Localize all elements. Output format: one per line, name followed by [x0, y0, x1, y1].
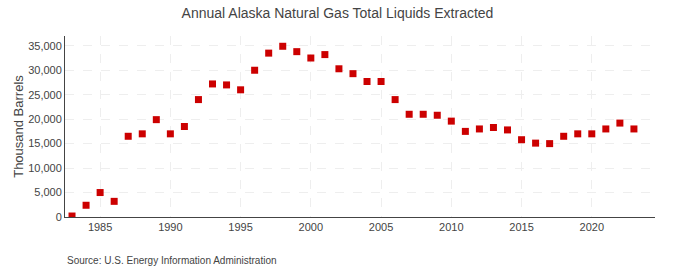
svg-text:2000: 2000 [299, 221, 323, 233]
svg-text:35,000: 35,000 [28, 40, 62, 52]
svg-text:10,000: 10,000 [28, 162, 62, 174]
svg-text:0: 0 [56, 211, 62, 223]
svg-text:5,000: 5,000 [34, 186, 62, 198]
svg-text:1995: 1995 [228, 221, 252, 233]
svg-text:Annual Alaska Natural Gas Tota: Annual Alaska Natural Gas Total Liquids … [182, 5, 494, 21]
svg-text:1990: 1990 [158, 221, 182, 233]
svg-text:30,000: 30,000 [28, 64, 62, 76]
svg-text:2020: 2020 [580, 221, 604, 233]
svg-text:2005: 2005 [369, 221, 393, 233]
svg-text:15,000: 15,000 [28, 137, 62, 149]
svg-text:2015: 2015 [509, 221, 533, 233]
svg-text:Thousand Barrels: Thousand Barrels [11, 75, 26, 178]
svg-text:1985: 1985 [88, 221, 112, 233]
svg-text:25,000: 25,000 [28, 89, 62, 101]
svg-text:Source: U.S. Energy Informatio: Source: U.S. Energy Information Administ… [67, 255, 277, 266]
svg-text:2010: 2010 [439, 221, 463, 233]
svg-text:20,000: 20,000 [28, 113, 62, 125]
